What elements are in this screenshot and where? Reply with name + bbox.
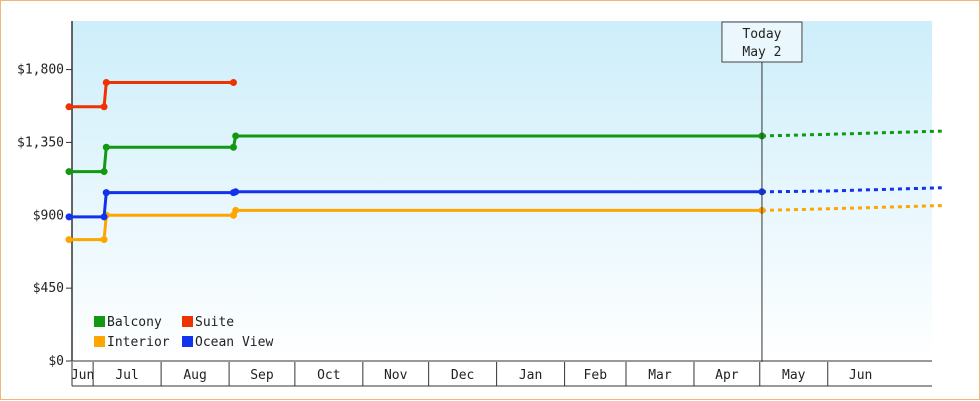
- legend-swatch: [182, 316, 193, 327]
- data-point: [65, 103, 73, 111]
- data-point: [232, 206, 240, 214]
- x-month-label: Dec: [451, 368, 474, 383]
- legend-swatch: [182, 336, 193, 347]
- data-point: [102, 143, 110, 151]
- y-tick-label: $1,800: [17, 63, 64, 78]
- data-point: [65, 213, 73, 221]
- y-tick-label: $900: [33, 208, 64, 223]
- x-month-label: Apr: [715, 368, 739, 383]
- x-month-label: Aug: [183, 368, 206, 383]
- x-month-label: Feb: [584, 368, 608, 383]
- series-line-balcony: [69, 134, 762, 174]
- today-label: Today: [742, 27, 781, 42]
- legend-label: Balcony: [107, 315, 162, 330]
- legend-label: Interior: [107, 335, 170, 350]
- legend-label: Ocean View: [195, 335, 273, 350]
- forecast-line-ocean-view: [761, 186, 942, 194]
- x-month-label: Nov: [384, 368, 408, 383]
- data-point: [100, 168, 108, 176]
- x-month-label: Sep: [250, 368, 274, 383]
- data-point: [100, 103, 108, 111]
- x-month-label: Jan: [519, 368, 542, 383]
- forecast-line-balcony: [761, 129, 942, 138]
- y-tick-label: $450: [33, 281, 64, 296]
- data-point: [232, 188, 240, 196]
- data-point: [229, 143, 237, 151]
- x-month-label: May: [782, 368, 806, 383]
- series-line-interior: [69, 208, 762, 242]
- y-tick-label: $1,350: [17, 135, 64, 150]
- forecast-line-interior: [761, 204, 942, 212]
- x-month-label: Mar: [648, 368, 672, 383]
- data-point: [232, 132, 240, 140]
- series-line-ocean-view: [69, 190, 762, 219]
- x-month-label: Jun: [849, 368, 872, 383]
- data-point: [100, 236, 108, 244]
- data-point: [65, 168, 73, 176]
- x-month-label: Jul: [115, 368, 138, 383]
- x-month-label: Oct: [317, 368, 340, 383]
- data-point: [229, 79, 237, 87]
- y-tick-label: $0: [48, 354, 64, 369]
- legend-swatch: [94, 316, 105, 327]
- today-box: [721, 21, 803, 63]
- legend-swatch: [94, 336, 105, 347]
- data-point: [100, 213, 108, 221]
- x-month-label: Jun: [71, 368, 94, 383]
- data-point: [65, 236, 73, 244]
- legend-label: Suite: [195, 315, 234, 330]
- data-point: [102, 189, 110, 197]
- series-line-suite: [69, 81, 234, 109]
- data-point: [102, 79, 110, 87]
- today-date: May 2: [742, 45, 781, 60]
